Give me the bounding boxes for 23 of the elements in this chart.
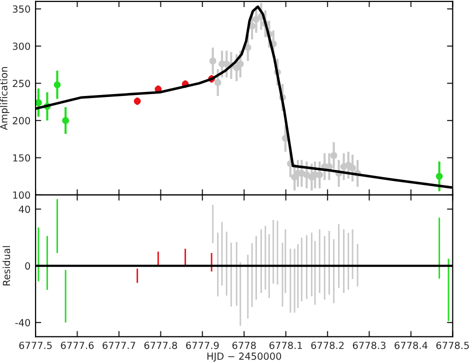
y-tick-label: 300 (12, 42, 30, 50)
x-tick-label: 6777.8 (144, 342, 178, 350)
x-tick-label: 6777.6 (60, 342, 94, 350)
x-tick-label: 6778.5 (436, 342, 469, 350)
x-axis-title: HJD − 2450000 (207, 352, 282, 362)
x-tick-label: 6778 (232, 342, 256, 350)
y-tick-label: 250 (12, 80, 30, 88)
y-tick-label: 40 (18, 206, 30, 213)
x-tick-label: 6777.5 (19, 342, 52, 350)
x-tick-label: 6778.3 (352, 342, 386, 350)
y-axis-title: Residual (2, 246, 10, 286)
y-tick-label: -40 (15, 318, 30, 326)
y-tick-label: 0 (25, 262, 30, 270)
x-tick-label: 6777.9 (186, 342, 219, 350)
x-tick-label: 6778.2 (311, 342, 344, 350)
y-axis-title: Amplification (0, 67, 10, 130)
y-tick-label: 100 (13, 191, 30, 199)
x-tick-label: 6778.4 (394, 342, 428, 350)
x-tick-label: 6777.7 (102, 342, 136, 350)
y-tick-label: 150 (13, 154, 30, 162)
x-tick-label: 6778.1 (269, 342, 302, 350)
y-tick-label: 350 (12, 5, 30, 13)
y-tick-label: 200 (12, 116, 30, 124)
